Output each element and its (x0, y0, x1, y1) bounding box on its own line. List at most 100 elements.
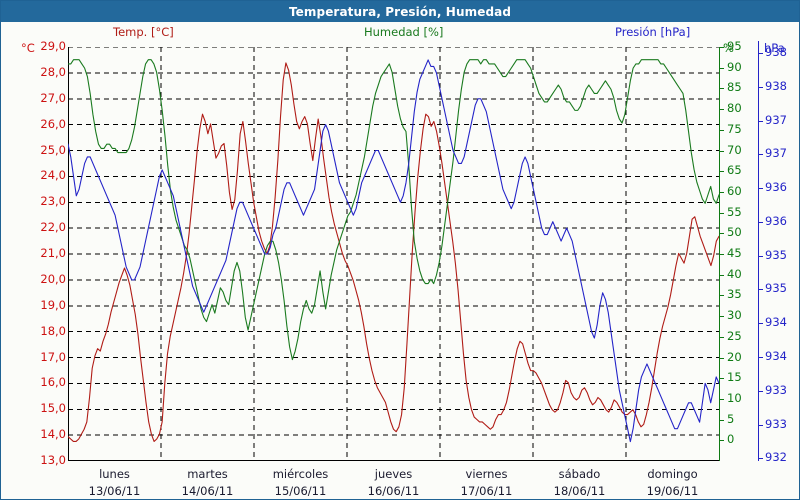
pct-tick (720, 254, 724, 255)
pct-tick (720, 419, 724, 421)
hpa-tick-label: 936 (765, 213, 787, 228)
pct-tick (720, 398, 724, 400)
day-of-week: viernes (465, 467, 508, 481)
pct-tick (720, 129, 724, 131)
hum-tick-label: 95 (727, 39, 742, 53)
hpa-tick-label: 937 (765, 112, 787, 127)
temp-tick-label: 13,0 (40, 453, 66, 467)
temp-tick-label: 26,0 (40, 116, 66, 131)
date-value: 15/06/11 (274, 484, 327, 498)
window-title: Temperatura, Presión, Humedad (288, 4, 512, 19)
hum-tick-label: 75 (727, 121, 742, 136)
hpa-tick-label: 937 (765, 146, 787, 161)
temp-tick-label: 27,0 (40, 90, 66, 105)
hum-tick-label: 30 (727, 308, 742, 323)
data-curves (68, 59, 719, 443)
temp-tick-label: 17,0 (40, 349, 66, 364)
hum-tick-label: 20 (727, 349, 742, 364)
temp-tick-label: 24,0 (40, 168, 66, 183)
temp-tick-label: 16,0 (40, 375, 66, 390)
day-of-week: domingo (647, 467, 698, 481)
window-title-bar: Temperatura, Presión, Humedad (1, 1, 799, 22)
hpa-tick-label: 936 (765, 180, 787, 195)
hpa-tick-label: 934 (765, 315, 787, 330)
day-of-week: lunes (99, 467, 130, 481)
hum-tick-label: 65 (727, 163, 742, 178)
date-value: 14/06/11 (181, 484, 234, 498)
pct-tick (720, 336, 724, 338)
hum-tick-label: 35 (727, 287, 742, 302)
pct-tick (720, 88, 724, 90)
pct-tick (720, 47, 724, 48)
hum-tick-label: 0 (727, 432, 735, 447)
date-tick-miércoles: miércoles 15/06/11 (273, 467, 329, 498)
legend-pressure: Presión [hPa] (615, 25, 691, 39)
temp-tick-label: 22,0 (40, 220, 66, 235)
left-axis-unit-celsius: °C (21, 41, 35, 55)
hum-tick-label: 70 (727, 142, 742, 157)
temp-tick-label: 29,0 (40, 39, 66, 53)
pct-tick (720, 357, 724, 359)
hum-tick-label: 50 (727, 225, 742, 240)
plot-area (68, 47, 719, 461)
hpa-tick-label: 935 (765, 247, 787, 262)
hpa-tick (759, 356, 763, 358)
date-value: 18/06/11 (553, 484, 606, 498)
hpa-tick (759, 458, 763, 460)
hpa-tick (759, 53, 763, 54)
temp-tick-label: 18,0 (40, 323, 66, 338)
temp-tick-label: 25,0 (40, 142, 66, 157)
pct-tick (720, 109, 724, 111)
pct-tick (720, 171, 724, 173)
date-tick-viernes: viernes 17/06/11 (461, 467, 513, 498)
hpa-tick (759, 154, 763, 156)
date-tick-sábado: sábado 18/06/11 (554, 467, 606, 498)
date-value: 19/06/11 (646, 484, 699, 498)
hpa-tick (759, 424, 763, 426)
pct-tick (720, 378, 724, 380)
hpa-tick (759, 86, 763, 88)
pct-tick (720, 212, 724, 214)
legend-humidity: Humedad [%] (364, 25, 444, 39)
hum-tick-label: 5 (727, 411, 735, 426)
humidity-axis-line (719, 47, 720, 461)
pct-tick (720, 316, 724, 318)
day-of-week: martes (187, 467, 228, 481)
hum-tick-label: 15 (727, 370, 742, 385)
pct-tick (720, 150, 724, 152)
hpa-tick-label: 934 (765, 348, 787, 363)
pct-tick (720, 295, 724, 297)
date-tick-martes: martes 14/06/11 (182, 467, 234, 498)
hum-tick-label: 60 (727, 183, 742, 198)
hpa-tick-label: 933 (765, 382, 787, 397)
hpa-tick (759, 289, 763, 291)
hpa-tick (759, 188, 763, 190)
pressure-axis-line (758, 41, 759, 461)
hpa-tick (759, 255, 763, 257)
hum-tick-label: 90 (727, 59, 742, 74)
pct-tick (720, 67, 724, 69)
pct-tick (720, 191, 724, 193)
hum-tick-label: 25 (727, 328, 742, 343)
hpa-tick (759, 323, 763, 325)
hpa-tick-label: 932 (765, 450, 787, 465)
date-tick-jueves: jueves 16/06/11 (368, 467, 420, 498)
hpa-tick (759, 120, 763, 122)
temp-tick-label: 14,0 (40, 427, 66, 442)
temp-tick-label: 21,0 (40, 246, 66, 260)
date-value: 17/06/11 (460, 484, 513, 498)
right-axis-unit-hpa: hPa (764, 41, 785, 55)
hum-tick-label: 10 (727, 390, 742, 405)
pct-tick (720, 440, 724, 442)
date-tick-domingo: domingo 19/06/11 (647, 467, 699, 498)
hpa-tick-label: 935 (765, 281, 787, 296)
hpa-tick-label: 933 (765, 416, 787, 431)
day-of-week: sábado (558, 467, 601, 481)
pct-tick (720, 233, 724, 235)
temp-tick-label: 28,0 (40, 64, 66, 79)
hpa-tick-label: 938 (765, 78, 787, 93)
date-tick-lunes: lunes 13/06/11 (89, 467, 141, 498)
day-of-week: miércoles (272, 467, 329, 481)
date-value: 16/06/11 (367, 484, 420, 498)
